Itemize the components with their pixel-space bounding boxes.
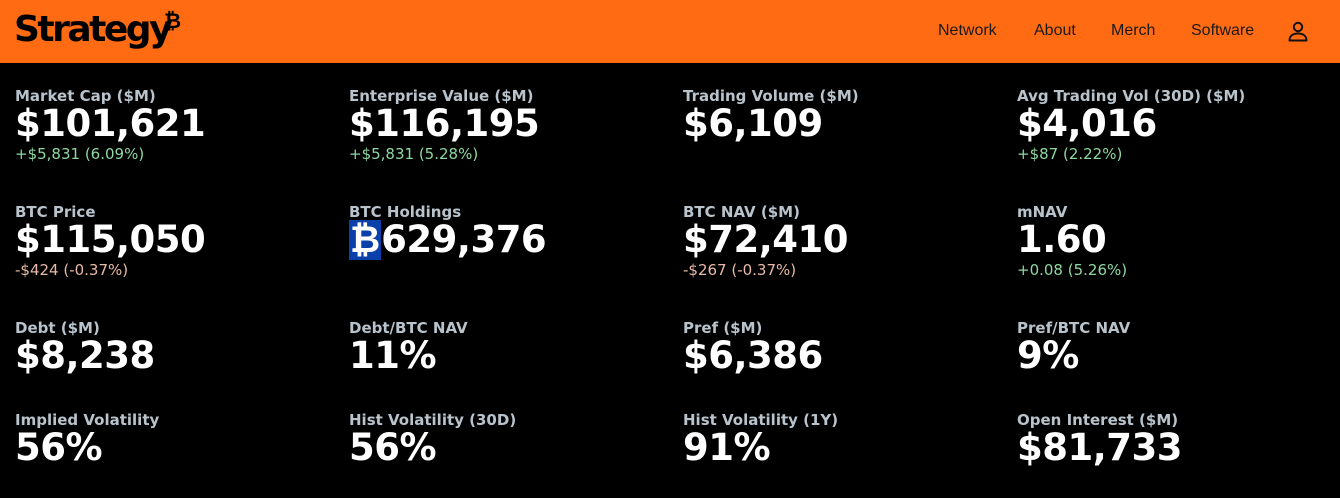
logo-text: Strategy	[14, 9, 173, 50]
top-header: Strategy ₿ Network About Merch Software	[0, 0, 1340, 63]
bitcoin-logo-icon: ₿	[164, 9, 182, 33]
metric-value: $4,016	[1017, 102, 1157, 145]
metric-label: Pref/BTC NAV	[1017, 319, 1131, 337]
metric-label: Hist Volatility (1Y)	[683, 411, 839, 429]
metric-label: Enterprise Value ($M)	[349, 87, 534, 105]
metric-change: +0.08 (5.26%)	[1017, 261, 1128, 279]
metric-value: $81,733	[1017, 426, 1183, 469]
metric-label: BTC NAV ($M)	[683, 203, 800, 221]
metric-value-number: 629,376	[381, 218, 547, 261]
nav-merch[interactable]: Merch	[1111, 22, 1156, 39]
metric-label: Debt/BTC NAV	[349, 319, 468, 337]
metric-label: Avg Trading Vol (30D) ($M)	[1017, 87, 1246, 105]
metric-label: BTC Holdings	[349, 203, 462, 221]
metric-label: BTC Price	[15, 203, 96, 221]
metric-change: +$5,831 (5.28%)	[349, 145, 479, 163]
metric-value: 56%	[349, 426, 437, 469]
metric-change: -$424 (-0.37%)	[15, 261, 129, 279]
metric-change: -$267 (-0.37%)	[683, 261, 797, 279]
metric-label: Trading Volume ($M)	[683, 87, 859, 105]
metric-change: +$5,831 (6.09%)	[15, 145, 145, 163]
metric-value: $72,410	[683, 218, 849, 261]
strategy-logo[interactable]: Strategy	[14, 8, 173, 52]
metric-value: $116,195	[349, 102, 540, 145]
metric-value: 91%	[683, 426, 771, 469]
metric-value: $6,386	[683, 334, 823, 377]
metric-value: $8,238	[15, 334, 155, 377]
nav-software[interactable]: Software	[1191, 22, 1255, 39]
metric-value: 9%	[1017, 334, 1079, 377]
metric-value: 56%	[15, 426, 103, 469]
metric-value: 11%	[349, 334, 437, 377]
bitcoin-symbol-icon: ₿	[349, 218, 382, 261]
metric-value: ₿629,376	[349, 218, 547, 261]
user-icon[interactable]	[1286, 19, 1310, 43]
metric-value: $6,109	[683, 102, 823, 145]
metric-label: Pref ($M)	[683, 319, 763, 337]
metric-value: $101,621	[15, 102, 206, 145]
metric-label: Hist Volatility (30D)	[349, 411, 517, 429]
metric-label: Open Interest ($M)	[1017, 411, 1179, 429]
metric-value: 1.60	[1017, 218, 1107, 261]
metric-label: Market Cap ($M)	[15, 87, 156, 105]
metric-label: mNAV	[1017, 203, 1068, 221]
nav-network[interactable]: Network	[938, 22, 997, 39]
nav-about[interactable]: About	[1034, 22, 1076, 39]
metric-value: $115,050	[15, 218, 206, 261]
metric-label: Implied Volatility	[15, 411, 160, 429]
metric-change: +$87 (2.22%)	[1017, 145, 1123, 163]
metric-label: Debt ($M)	[15, 319, 100, 337]
